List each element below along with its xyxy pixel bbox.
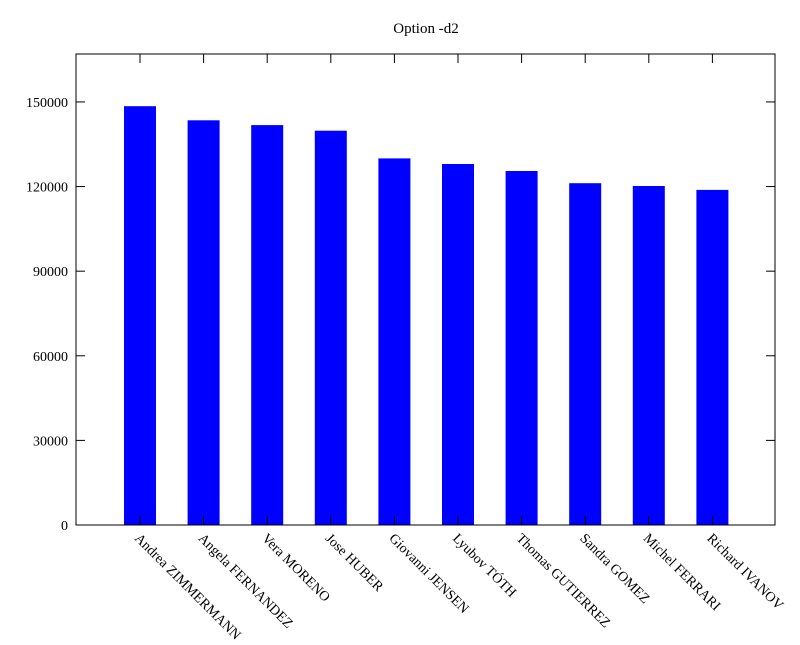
y-tick-label-0: 0: [61, 519, 68, 534]
x-category-label-0: Andrea ZIMMERMANN: [131, 531, 243, 640]
bar-6: [505, 171, 538, 525]
chart-title: Option -d2: [393, 21, 458, 37]
bar-5: [442, 164, 474, 525]
y-tick-label-2: 60000: [33, 350, 68, 365]
bar-8: [632, 186, 665, 525]
plot-frame: [75, 53, 776, 526]
bar-7: [569, 183, 602, 525]
x-category-label-3: Jose HUBER: [322, 531, 386, 595]
bars-layer: [124, 106, 729, 526]
y-tick-label-1: 30000: [33, 434, 68, 449]
y-tick-label-5: 150000: [26, 96, 68, 111]
bar-2: [251, 125, 284, 525]
bar-4: [378, 158, 411, 525]
bar-1: [187, 120, 220, 526]
bar-3: [314, 130, 347, 525]
x-category-label-5: Lyubov TÓTH: [449, 530, 520, 601]
bar-9: [696, 189, 729, 525]
y-tick-label-4: 120000: [26, 181, 68, 196]
y-tick-label-3: 90000: [33, 265, 68, 280]
bar-0: [124, 106, 156, 525]
y-axis: 0 30000 60000 90000 120000 150000: [26, 96, 775, 534]
